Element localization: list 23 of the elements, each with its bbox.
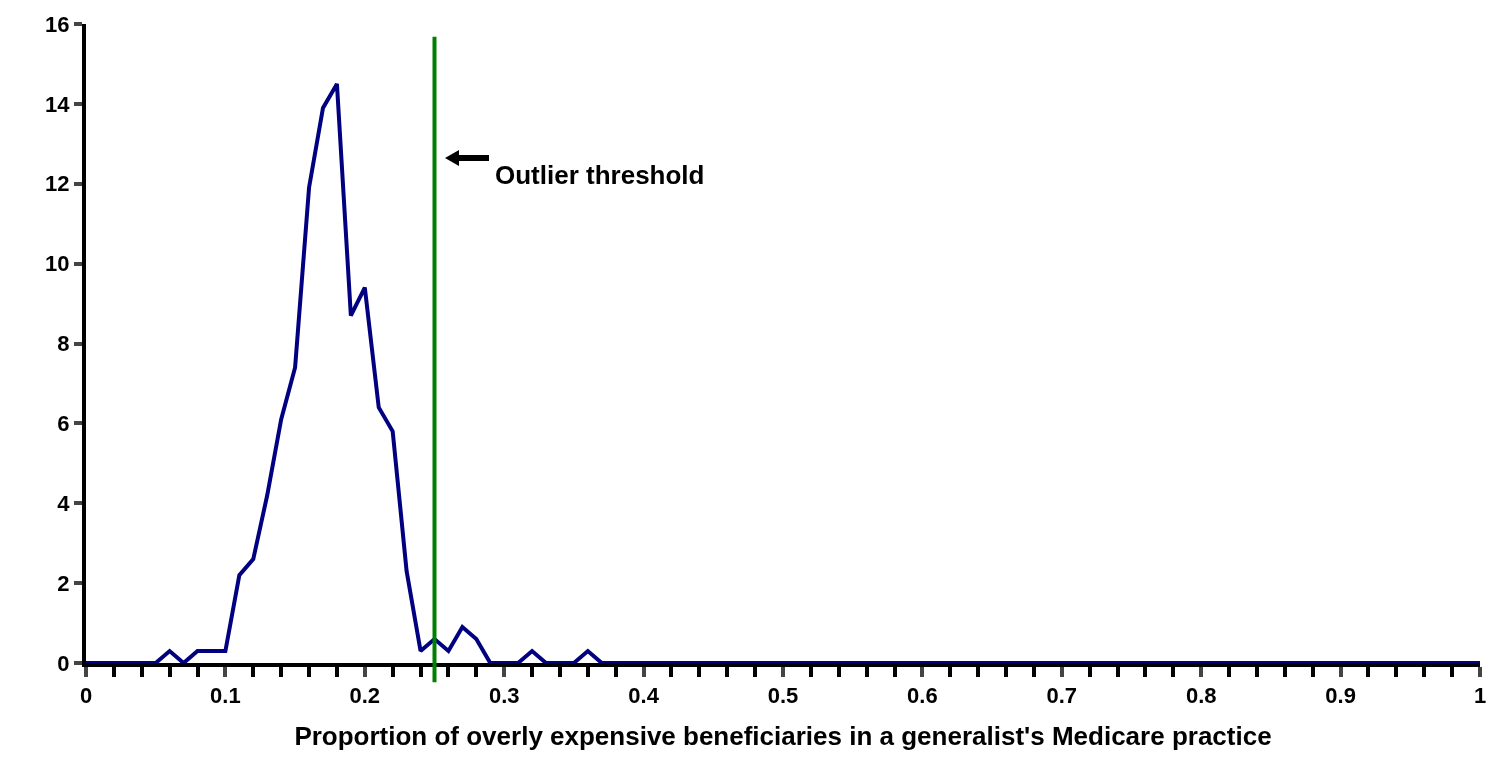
x-tick-label: 0 (79, 683, 93, 709)
x-tick-label: 0.3 (488, 683, 520, 709)
x-tick-label: 0.9 (1325, 683, 1356, 709)
x-tick-label: 0.5 (767, 683, 799, 709)
y-tick-label: 4 (57, 490, 71, 516)
x-tick-label: 1 (1473, 683, 1487, 709)
y-tick-label: 8 (57, 331, 70, 357)
y-tick-label: 14 (45, 91, 71, 117)
y-tick-label: 16 (45, 11, 70, 37)
y-tick-label: 10 (45, 251, 70, 277)
x-tick-label: 0.2 (349, 683, 381, 709)
y-tick-label: 2 (57, 570, 70, 596)
ref-line-label: Outlier threshold (495, 160, 705, 190)
x-tick-label: 0.6 (907, 683, 938, 709)
x-tick-label: 0.7 (1046, 683, 1078, 709)
y-tick-label: 6 (57, 411, 70, 437)
x-axis-title: Proportion of overly expensive beneficiaries in a generalist's Medicare practice (294, 720, 1272, 751)
y-tick-label: 12 (45, 171, 70, 197)
y-tick-label: 0 (57, 650, 70, 676)
x-tick-label: 0.8 (1185, 683, 1217, 709)
x-tick-label: 0.1 (210, 683, 241, 709)
x-tick-label: 0.4 (628, 683, 660, 709)
line-series (86, 81, 1480, 663)
